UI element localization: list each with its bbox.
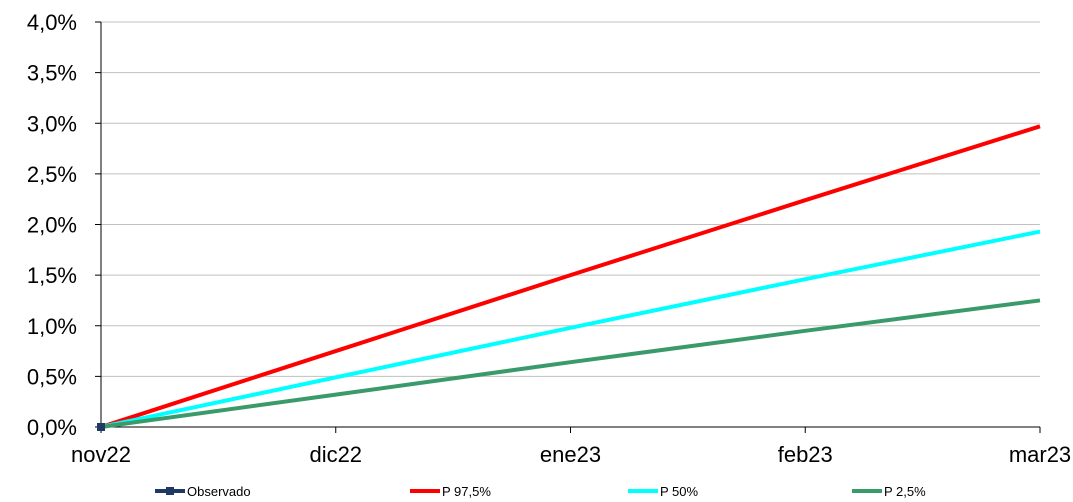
y-tick-label: 0,5% [27, 364, 77, 389]
legend-marker [166, 487, 174, 495]
series-line-2 [100, 229, 1041, 429]
legend-label-0: Observado [187, 484, 251, 499]
legend-label-2: P 50% [660, 484, 699, 499]
series-line-1 [100, 124, 1041, 429]
x-tick-label: nov22 [71, 442, 131, 467]
x-axis-ticks: nov22 dic22 ene23 feb23 mar23 [71, 427, 1071, 467]
series-point [97, 423, 105, 431]
y-tick-label: 3,0% [27, 111, 77, 136]
y-axis-ticks: 0,0% 0,5% 1,0% 1,5% 2,0% 2,5% 3,0% 3,5% 4,0% [27, 10, 101, 440]
legend: Observado P 97,5% P 50% P 2,5% [155, 484, 926, 499]
x-tick-label: ene23 [540, 442, 601, 467]
series-line-3 [100, 298, 1041, 429]
legend-label-1: P 97,5% [442, 484, 491, 499]
x-tick-label: mar23 [1009, 442, 1071, 467]
x-tick-label: feb23 [778, 442, 833, 467]
x-tick-label: dic22 [309, 442, 362, 467]
y-tick-label: 0,0% [27, 415, 77, 440]
legend-label-3: P 2,5% [884, 484, 926, 499]
y-tick-label: 1,5% [27, 263, 77, 288]
y-tick-label: 2,0% [27, 213, 77, 238]
y-tick-label: 1,0% [27, 314, 77, 339]
series-lines [97, 124, 1041, 431]
grid-lines [101, 21, 1040, 377]
y-tick-label: 2,5% [27, 162, 77, 187]
y-tick-label: 3,5% [27, 61, 77, 86]
y-tick-label: 4,0% [27, 10, 77, 35]
